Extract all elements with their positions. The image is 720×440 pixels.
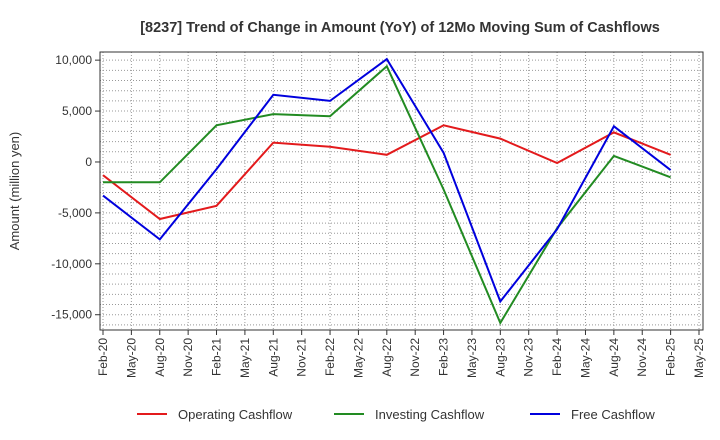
y-tick-label: 5,000	[62, 104, 92, 118]
x-tick-label: May-23	[465, 338, 479, 378]
x-axis: Feb-20 May-20 Aug-20 Nov-20 Feb-21 May-21 Aug-…	[96, 330, 706, 378]
series-line-investing-cashflow	[103, 64, 671, 326]
x-tick-label: Feb-24	[550, 338, 564, 376]
y-tick-label: 0	[85, 155, 92, 169]
y-tick-label: -15,000	[51, 308, 92, 322]
legend-label-free-cashflow: Free Cashflow	[571, 407, 655, 422]
x-tick-label: Feb-22	[323, 338, 337, 376]
y-tick-label: -10,000	[51, 257, 92, 271]
x-tick-label: May-25	[692, 338, 706, 378]
x-tick-label: Nov-20	[181, 338, 195, 377]
legend-label-operating-cashflow: Operating Cashflow	[178, 407, 293, 422]
x-tick-label: May-21	[238, 338, 252, 378]
x-tick-label: Nov-24	[635, 338, 649, 377]
chart-title: [8237] Trend of Change in Amount (YoY) o…	[140, 20, 660, 36]
x-tick-label: May-22	[351, 338, 365, 378]
legend: Operating Cashflow Investing Cashflow Free…	[137, 407, 655, 422]
y-axis: 10,000 5,000 0 -5,000 -10,000 -15,000	[51, 53, 100, 322]
series-lines	[102, 57, 672, 326]
x-tick-label: Aug-24	[607, 338, 621, 377]
y-tick-label: -5,000	[58, 206, 92, 220]
plot-area-frame	[99, 51, 704, 331]
legend-label-investing-cashflow: Investing Cashflow	[375, 407, 485, 422]
x-tick-label: Feb-23	[437, 338, 451, 376]
x-tick-label: Aug-23	[493, 338, 507, 377]
series-line-free-cashflow	[102, 57, 672, 304]
x-tick-label: Feb-21	[210, 338, 224, 376]
x-tick-label: Feb-25	[664, 338, 678, 376]
x-tick-label: Aug-21	[266, 338, 280, 377]
x-tick-label: Nov-23	[522, 338, 536, 377]
x-tick-label: May-20	[124, 338, 138, 378]
x-tick-label: Aug-22	[380, 338, 394, 377]
x-tick-label: Feb-20	[96, 338, 110, 376]
y-tick-label: 10,000	[55, 53, 92, 67]
x-tick-label: May-24	[578, 338, 592, 378]
x-tick-label: Nov-21	[295, 338, 309, 377]
x-tick-label: Aug-20	[153, 338, 167, 377]
x-tick-label: Nov-22	[408, 338, 422, 377]
y-axis-title: Amount (million yen)	[7, 132, 22, 251]
series-line-operating-cashflow	[102, 124, 671, 221]
